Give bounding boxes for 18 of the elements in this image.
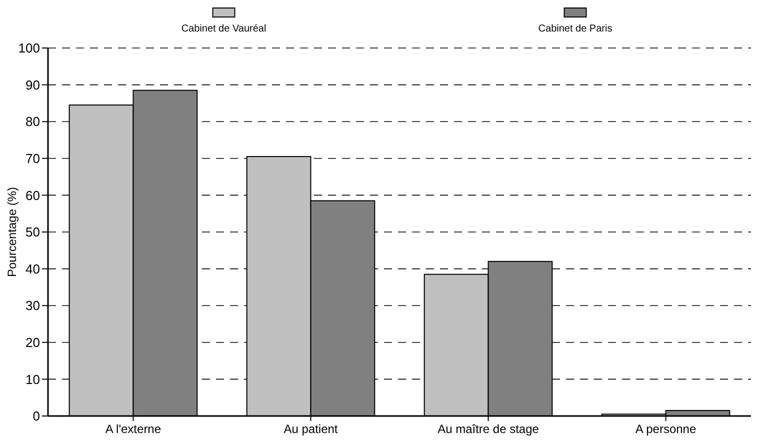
y-tick-label: 40: [26, 261, 40, 276]
x-tick-label: A personne: [635, 422, 696, 436]
y-tick-label: 50: [26, 224, 40, 240]
y-tick-label: 90: [26, 77, 40, 92]
x-tick-label: A l'externe: [105, 422, 162, 436]
y-tick-label: 0: [32, 408, 40, 424]
y-axis-title: Pourcentage (%): [5, 186, 19, 278]
y-tick-label: 30: [26, 298, 40, 314]
x-tick-label: Au maître de stage: [438, 422, 540, 436]
y-tick-label: 10: [26, 372, 40, 387]
x-tick-label: Au patient: [284, 422, 338, 436]
y-tick-label: 20: [26, 334, 40, 350]
y-tick-label: 70: [26, 150, 40, 166]
y-tick-label: 60: [26, 188, 40, 203]
y-tick-label: 100: [18, 40, 40, 56]
legend-label: Cabinet de Paris: [538, 24, 612, 34]
y-tick-label: 80: [26, 114, 40, 130]
legend-label: Cabinet de Vauréal: [181, 24, 266, 34]
